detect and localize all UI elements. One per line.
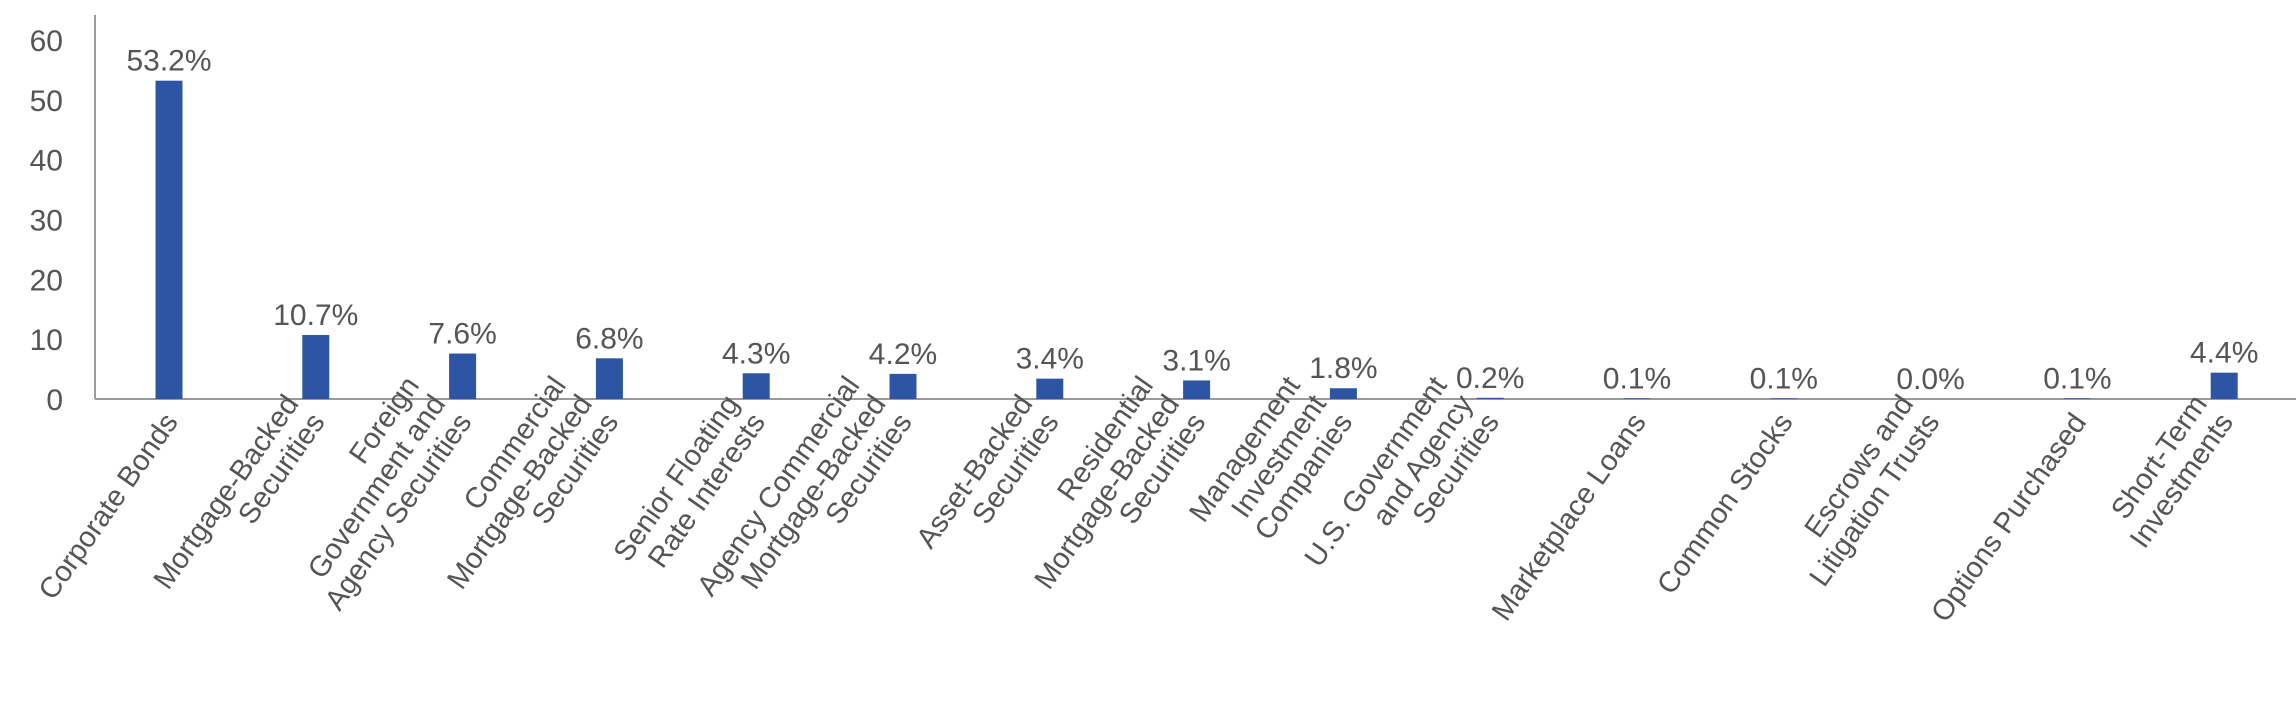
- bar: [1329, 388, 1357, 399]
- bar: [155, 80, 183, 399]
- bar: [1183, 380, 1211, 399]
- data-label: 6.8%: [575, 322, 643, 355]
- category-label: Short-TermInvestments: [2098, 389, 2240, 554]
- category-label-line: Marketplace Loans: [1486, 408, 1653, 627]
- bars: [155, 80, 2238, 399]
- data-label: 3.4%: [1016, 343, 1084, 376]
- data-label: 0.1%: [1603, 362, 1671, 395]
- category-label: Common Stocks: [1651, 408, 1799, 601]
- category-label: Escrows andLitigation Trusts: [1777, 389, 1946, 592]
- data-label: 4.2%: [869, 338, 937, 371]
- category-label-line: Options Purchased: [1925, 408, 2093, 628]
- data-labels: 53.2% 10.7% 7.6% 6.8% 4.3% 4.2% 3.4% 3.1% 1.8% 0.…: [126, 45, 2258, 396]
- data-label: 0.1%: [2043, 362, 2111, 395]
- data-label: 4.3%: [722, 337, 790, 370]
- bar: [1623, 398, 1651, 399]
- bar: [449, 353, 477, 399]
- y-tick-label: 60: [30, 25, 63, 58]
- bar: [1476, 397, 1504, 399]
- category-label: Marketplace Loans: [1486, 408, 1653, 627]
- data-label: 0.1%: [1750, 362, 1818, 395]
- bar: [742, 373, 770, 399]
- category-labels: Corporate BondsMortgage-BackedSecurities…: [33, 371, 2240, 628]
- y-tick-label: 20: [30, 264, 63, 297]
- y-tick-label: 10: [30, 324, 63, 357]
- bar: [2210, 372, 2238, 399]
- bar: [1036, 378, 1064, 399]
- bar: [595, 358, 623, 399]
- y-axis: 0 10 20 30 40 50 60: [30, 15, 96, 417]
- data-label: 4.4%: [2190, 337, 2258, 370]
- data-label: 0.2%: [1456, 362, 1524, 395]
- data-label: 7.6%: [428, 318, 496, 351]
- bar: [2063, 398, 2091, 399]
- data-label: 3.1%: [1162, 344, 1230, 377]
- data-label: 0.0%: [1896, 363, 1964, 396]
- data-label: 10.7%: [273, 299, 358, 332]
- bar: [302, 334, 330, 399]
- y-tick-label: 40: [30, 145, 63, 178]
- y-tick-label: 0: [46, 384, 63, 417]
- data-label: 1.8%: [1309, 352, 1377, 385]
- category-label: Asset-BackedSecurities: [910, 389, 1065, 572]
- y-tick-label: 50: [30, 85, 63, 118]
- y-tick-label: 30: [30, 205, 63, 238]
- data-label: 53.2%: [126, 45, 211, 78]
- category-label-line: Common Stocks: [1651, 408, 1799, 601]
- bar: [889, 373, 917, 399]
- bar: [1770, 398, 1798, 399]
- category-label: Options Purchased: [1925, 408, 2093, 628]
